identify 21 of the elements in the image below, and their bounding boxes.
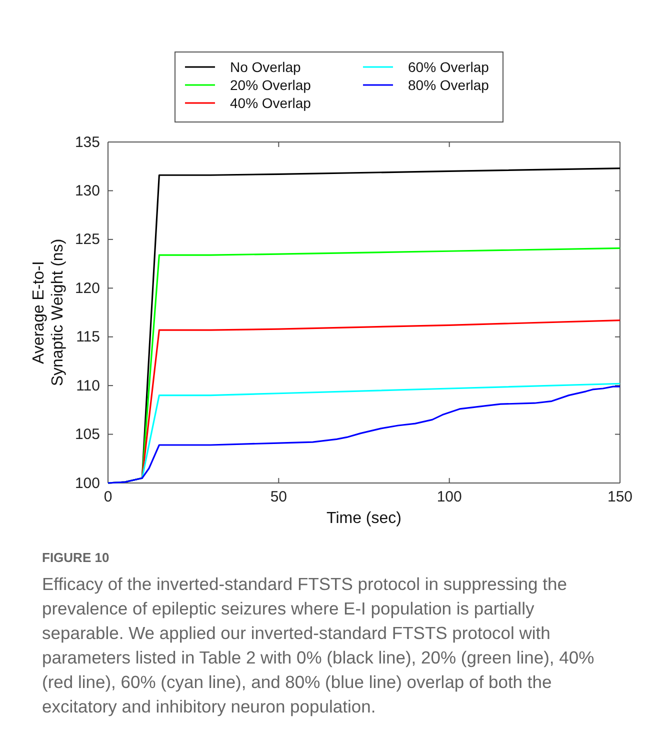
legend-label: No Overlap: [230, 59, 302, 75]
y-tick-label: 125: [74, 231, 100, 248]
legend-label: 80% Overlap: [408, 77, 490, 93]
y-tick-label: 135: [74, 134, 100, 151]
y-axis-title: Average E-to-I Synaptic Weight (ns): [30, 238, 66, 386]
y-tick-label: 120: [74, 280, 100, 297]
x-tick-label: 0: [104, 488, 112, 506]
x-tick-label: 100: [436, 488, 462, 506]
x-tick-label: 150: [607, 488, 633, 506]
y-tick-label: 105: [74, 426, 100, 444]
legend-label: 60% Overlap: [408, 59, 490, 75]
y-tick-label: 130: [74, 182, 100, 200]
y-tick-label: 115: [76, 328, 100, 346]
x-tick-label: 50: [270, 488, 288, 506]
y-tick-label: 100: [74, 474, 100, 492]
y-tick-label: 110: [76, 377, 100, 394]
x-axis-title: Time (sec): [326, 510, 402, 527]
legend-label: 40% Overlap: [230, 95, 312, 111]
legend-label: 20% Overlap: [230, 77, 312, 93]
text: Efficacy of the inverted-standard FTSTS protocol in suppressing the prevalence of epileptic seizures where E-I population is partially separable. We applied our inverted-standard FTSTS protocol with parameters listed in Table 2 with 0% (black line), 20% (green line), 40% (red line), 60% (cyan line), and 80% (blue line) overlap of both the excitatory and inhibitory neuron population.: [42, 574, 594, 716]
caption: FIGURE 10: [42, 550, 110, 565]
